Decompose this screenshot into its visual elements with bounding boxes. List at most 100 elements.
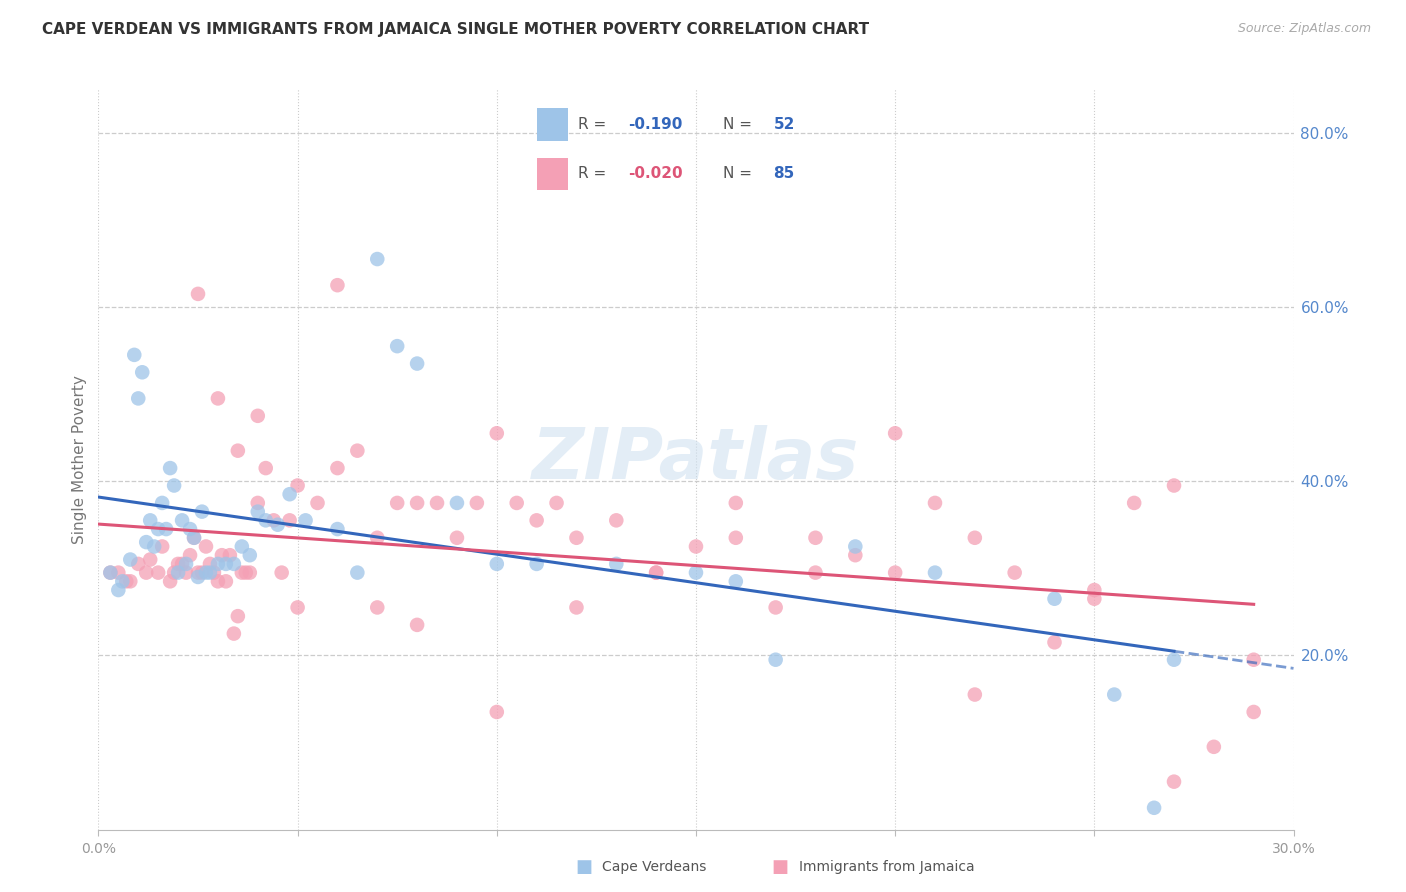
Point	[202, 566, 225, 580]
Point	[1123, 496, 1146, 510]
Point	[207, 574, 229, 589]
Point	[124, 348, 146, 362]
Point	[307, 496, 329, 510]
Point	[215, 557, 238, 571]
Point	[485, 705, 508, 719]
Point	[179, 522, 201, 536]
Text: ZIPatlas: ZIPatlas	[533, 425, 859, 494]
Y-axis label: Single Mother Poverty: Single Mother Poverty	[72, 375, 87, 544]
Point	[120, 552, 142, 566]
Point	[172, 557, 194, 571]
Point	[246, 409, 269, 423]
Text: Source: ZipAtlas.com: Source: ZipAtlas.com	[1237, 22, 1371, 36]
Point	[187, 566, 209, 580]
Point	[159, 574, 181, 589]
Text: ■: ■	[772, 858, 789, 876]
Point	[198, 557, 221, 571]
Point	[179, 548, 201, 562]
Point	[207, 392, 229, 406]
Point	[150, 540, 173, 554]
Point	[267, 517, 290, 532]
Point	[326, 278, 349, 293]
Point	[346, 566, 368, 580]
Point	[963, 688, 986, 702]
Point	[183, 531, 205, 545]
Point	[804, 566, 827, 580]
Point	[1163, 478, 1185, 492]
Point	[884, 566, 907, 580]
Point	[1083, 591, 1105, 606]
Point	[1043, 635, 1066, 649]
Point	[191, 566, 214, 580]
Point	[446, 531, 468, 545]
Point	[127, 557, 149, 571]
Point	[148, 522, 170, 536]
Point	[163, 566, 186, 580]
Point	[98, 566, 122, 580]
Point	[150, 496, 173, 510]
Point	[127, 392, 149, 406]
Point	[485, 557, 508, 571]
Text: Cape Verdeans: Cape Verdeans	[602, 860, 706, 874]
Point	[107, 582, 129, 597]
Point	[278, 487, 301, 501]
Point	[385, 339, 409, 353]
Text: Immigrants from Jamaica: Immigrants from Jamaica	[799, 860, 974, 874]
Point	[222, 557, 245, 571]
Point	[107, 566, 129, 580]
Text: 85: 85	[773, 166, 794, 181]
Point	[98, 566, 122, 580]
Point	[294, 513, 316, 527]
Point	[211, 548, 233, 562]
Point	[120, 574, 142, 589]
Point	[645, 566, 668, 580]
Text: CAPE VERDEAN VS IMMIGRANTS FROM JAMAICA SINGLE MOTHER POVERTY CORRELATION CHART: CAPE VERDEAN VS IMMIGRANTS FROM JAMAICA …	[42, 22, 869, 37]
Point	[254, 513, 277, 527]
Point	[263, 513, 285, 527]
Point	[135, 566, 157, 580]
Point	[278, 513, 301, 527]
Point	[226, 609, 249, 624]
Point	[963, 531, 986, 545]
Point	[239, 548, 262, 562]
Point	[143, 540, 166, 554]
Point	[195, 540, 218, 554]
Point	[187, 570, 209, 584]
Point	[167, 566, 190, 580]
Point	[231, 540, 253, 554]
Point	[565, 600, 588, 615]
Point	[346, 443, 368, 458]
Point	[207, 557, 229, 571]
Point	[135, 535, 157, 549]
Point	[844, 540, 866, 554]
Point	[526, 557, 548, 571]
Point	[191, 505, 214, 519]
Point	[485, 426, 508, 441]
Point	[1163, 653, 1185, 667]
Point	[235, 566, 257, 580]
Point	[1243, 653, 1265, 667]
Point	[139, 513, 162, 527]
Point	[215, 574, 238, 589]
Text: 52: 52	[773, 117, 794, 132]
Text: -0.190: -0.190	[628, 117, 683, 132]
Point	[1083, 582, 1105, 597]
Point	[385, 496, 409, 510]
Point	[226, 443, 249, 458]
Point	[246, 505, 269, 519]
Point	[219, 548, 242, 562]
Point	[366, 531, 388, 545]
Point	[183, 531, 205, 545]
Point	[231, 566, 253, 580]
Text: R =: R =	[578, 166, 612, 181]
Point	[605, 557, 627, 571]
Point	[526, 513, 548, 527]
Point	[167, 557, 190, 571]
Point	[406, 496, 429, 510]
Point	[426, 496, 449, 510]
Point	[1243, 705, 1265, 719]
Point	[546, 496, 568, 510]
Point	[565, 531, 588, 545]
Point	[366, 252, 388, 266]
Point	[645, 566, 668, 580]
